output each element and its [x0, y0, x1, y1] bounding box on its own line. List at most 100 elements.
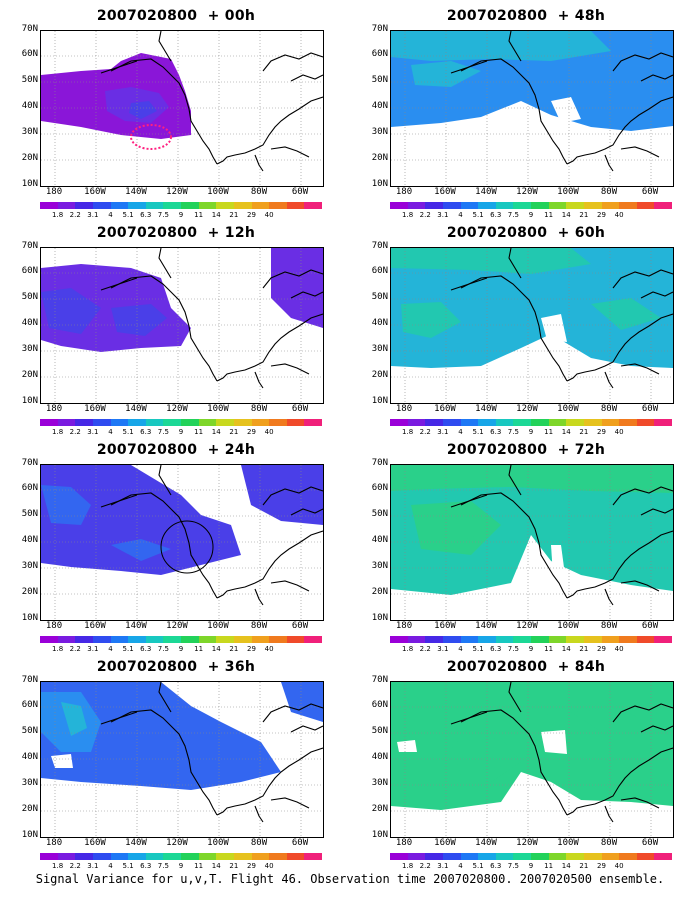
colorbar-swatch	[442, 853, 461, 860]
colorbar-swatch	[251, 419, 270, 426]
coastline	[604, 371, 614, 389]
colorbar-swatch	[619, 636, 637, 643]
colorbar-swatch	[548, 853, 567, 860]
colorbar-swatch	[513, 202, 531, 209]
colorbar-swatch	[181, 636, 199, 643]
latitude-tick-label: 70N	[21, 458, 38, 468]
colorbar-swatch	[110, 636, 129, 643]
longitude-tick-label: 180	[395, 838, 413, 848]
colorbar-tick-label: 14	[211, 645, 221, 653]
longitude-tick-label: 140W	[475, 404, 497, 414]
colorbar-tick-label: 1.8	[52, 862, 64, 870]
variance-region	[41, 682, 281, 790]
colorbar-tick-label: 2.2	[419, 211, 431, 219]
colorbar-tick-label: 5.1	[122, 862, 134, 870]
figure-caption: Signal Variance for u,v,T. Flight 46. Ob…	[35, 872, 665, 886]
colorbar-tick-label: 6.3	[490, 211, 502, 219]
longitude-tick-label: 140W	[125, 838, 147, 848]
longitude-tick-label: 140W	[475, 838, 497, 848]
variance-region	[111, 304, 167, 336]
coastline	[290, 291, 323, 299]
colorbar-tick-label: 9	[528, 862, 534, 870]
coastline	[216, 313, 323, 382]
map-canvas	[41, 465, 323, 620]
longitude-tick-label: 100W	[557, 838, 579, 848]
map-area	[40, 681, 324, 838]
colorbar-swatch	[601, 202, 620, 209]
variance-region	[61, 702, 87, 736]
colorbar-tick-label: 14	[211, 862, 221, 870]
latitude-tick-label: 70N	[371, 675, 388, 685]
longitude-tick-label: 60W	[291, 404, 309, 414]
colorbar	[390, 419, 672, 426]
colorbar-tick-label: 5.1	[472, 211, 484, 219]
colorbar-swatch	[128, 419, 146, 426]
colorbar-tick-label: 40	[264, 645, 274, 653]
longitude-tick-label: 60W	[641, 404, 659, 414]
longitude-tick-label: 160W	[434, 621, 456, 631]
colorbar-tick-label: 1.8	[402, 862, 414, 870]
colorbar-swatch	[181, 853, 199, 860]
colorbar-tick-label: 6.3	[140, 428, 152, 436]
longitude-tick-label: 120W	[516, 621, 538, 631]
longitude-tick-label: 120W	[516, 838, 538, 848]
colorbar-swatch	[513, 853, 531, 860]
longitude-tick-label: 180	[45, 838, 63, 848]
coastline	[450, 60, 488, 74]
latitude-tick-label: 70N	[371, 458, 388, 468]
coastline	[604, 154, 614, 172]
coastline	[254, 588, 264, 606]
longitude-tick-label: 140W	[475, 621, 497, 631]
variance-field	[391, 465, 673, 595]
longitude-tick-label: 140W	[475, 187, 497, 197]
colorbar-swatch	[636, 636, 655, 643]
colorbar-tick-label: 4	[108, 645, 113, 653]
colorbar-swatch	[531, 853, 549, 860]
colorbar-tick-label: 4	[108, 211, 113, 219]
latitude-tick-label: 20N	[21, 370, 38, 380]
colorbar-swatch	[460, 419, 479, 426]
colorbar-swatch	[495, 853, 514, 860]
coastline	[612, 486, 673, 506]
colorbar-swatch	[442, 202, 461, 209]
colorbar-swatch	[407, 853, 426, 860]
latitude-tick-label: 50N	[21, 509, 38, 519]
colorbar-swatch	[110, 419, 129, 426]
latitude-tick-label: 40N	[371, 535, 388, 545]
coastline	[216, 747, 323, 816]
colorbar-tick-label: 14	[211, 211, 221, 219]
longitude-tick-label: 180	[395, 187, 413, 197]
coastline	[270, 797, 310, 809]
colorbar-swatch	[304, 419, 322, 426]
colorbar-tick-label: 29	[247, 211, 256, 219]
colorbar-swatch	[548, 636, 567, 643]
longitude-tick-label: 160W	[84, 187, 106, 197]
colorbar-tick-label: 1.8	[402, 211, 414, 219]
longitude-tick-label: 180	[395, 404, 413, 414]
latitude-tick-label: 50N	[371, 509, 388, 519]
variance-region	[241, 465, 323, 525]
latitude-tick-label: 60N	[371, 266, 388, 276]
colorbar-swatch	[425, 636, 443, 643]
colorbar-swatch	[163, 419, 181, 426]
colorbar-swatch	[233, 419, 252, 426]
colorbar-swatch	[128, 202, 146, 209]
longitude-tick-label: 80W	[250, 838, 268, 848]
low-variance-gap	[397, 740, 417, 752]
colorbar	[40, 636, 322, 643]
coastline	[216, 96, 323, 165]
coastline	[290, 725, 323, 733]
colorbar-tick-label: 6.3	[490, 862, 502, 870]
map-area	[390, 464, 674, 621]
variance-field	[391, 682, 673, 810]
colorbar-tick-label: 7.5	[507, 862, 519, 870]
colorbar-tick-label: 11	[544, 645, 554, 653]
colorbar-swatch	[269, 853, 287, 860]
colorbar	[390, 853, 672, 860]
latitude-tick-label: 30N	[21, 778, 38, 788]
colorbar-swatch	[57, 636, 76, 643]
colorbar-tick-label: 4	[458, 428, 463, 436]
colorbar-swatch	[425, 202, 443, 209]
coastline	[270, 580, 310, 592]
colorbar-swatch	[198, 419, 217, 426]
